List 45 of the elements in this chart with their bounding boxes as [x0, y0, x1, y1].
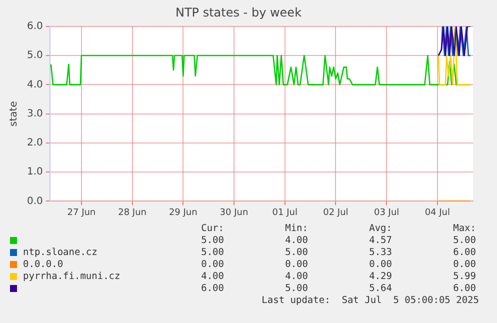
text: 5.00: [284, 247, 308, 259]
text: 6.00: [452, 283, 476, 295]
text: 0.00: [368, 259, 392, 271]
text: 6.00: [200, 283, 224, 295]
text: 5.00: [452, 235, 476, 247]
text: 4.00: [284, 271, 308, 283]
text: Min:: [284, 223, 308, 235]
text: 4.57: [368, 235, 392, 247]
y-tick-label: 1.0: [26, 166, 43, 178]
text: 0.00: [284, 259, 308, 271]
y-tick-label: 4.0: [26, 79, 43, 90]
legend-label: ntp.sloane.cz: [23, 247, 98, 258]
y-axis-title: state: [8, 101, 20, 126]
text: 5.00: [200, 247, 224, 259]
text: 5.64: [368, 283, 392, 295]
x-tick-label: 04 Jul: [424, 208, 450, 218]
text: Max:: [452, 223, 476, 235]
x-tick-label: 03 Jul: [374, 208, 400, 218]
text: Avg:: [368, 223, 392, 235]
x-tick-label: 01 Jul: [272, 208, 298, 218]
text: Cur:: [200, 223, 224, 235]
x-tick-label: 30 Jun: [220, 208, 248, 218]
text: 4.29: [368, 271, 392, 283]
y-tick-label: 2.0: [26, 138, 43, 149]
text: 4.00: [200, 271, 224, 283]
x-tick-label: 27 Jun: [67, 208, 96, 218]
text: 5.99: [452, 271, 476, 283]
x-tick-label: 28 Jun: [118, 208, 146, 218]
text: 0.00: [200, 259, 224, 271]
text: 4.00: [284, 235, 308, 247]
text: 5.33: [368, 247, 392, 259]
text: Last update: Sat Jul 5 05:00:05 2025: [262, 295, 479, 306]
chart-title: NTP states - by week: [175, 5, 302, 20]
text: 5.00: [284, 283, 308, 295]
y-tick-label: 3.0: [26, 108, 43, 120]
legend-label: pyrrha.fi.muni.cz: [23, 271, 120, 282]
y-tick-label: 6.0: [26, 20, 43, 32]
y-tick-label: 0.0: [26, 196, 43, 207]
x-tick-label: 02 Jul: [323, 208, 348, 218]
x-tick-label: 29 Jun: [168, 208, 198, 218]
text: 0.00: [452, 259, 476, 271]
legend-label: 0.0.0.0: [23, 259, 64, 270]
text: 6.00: [452, 247, 476, 259]
y-tick-label: 5.0: [26, 50, 43, 62]
text: 5.00: [200, 235, 224, 247]
